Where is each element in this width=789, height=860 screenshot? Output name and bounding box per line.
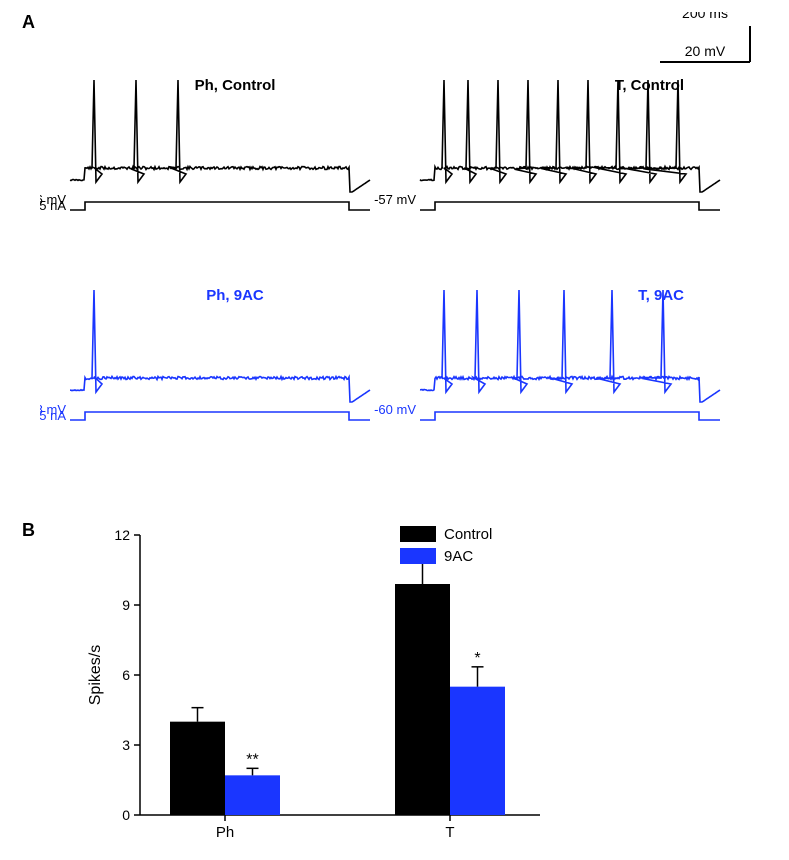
ytick-label: 9 <box>122 597 130 613</box>
scale-bar: 200 ms 20 mV <box>590 12 770 72</box>
legend: Control 9AC <box>400 520 560 570</box>
bar <box>395 584 450 815</box>
ytick-label: 6 <box>122 667 130 683</box>
ytick-label: 12 <box>114 527 130 543</box>
scale-bar-svg: 200 ms 20 mV <box>590 12 770 72</box>
baseline-label: -57 mV <box>374 192 416 207</box>
panel-a-svg: Ph, Control-56 mV0.5 nA T, Control -57 mV P… <box>40 70 760 500</box>
figure-root: A 200 ms20 mV Ph, Control-56 mV0.5 nAT, … <box>0 0 789 860</box>
voltage-trace <box>420 290 720 402</box>
bar <box>225 775 280 815</box>
legend-svg: Control 9AC <box>400 520 560 570</box>
significance-marker: ** <box>246 751 258 768</box>
svg-text:200 ms: 200 ms <box>682 12 728 21</box>
trace-t_9ac: T, 9AC -60 mV <box>374 287 720 420</box>
stim-label: 0.5 nA <box>40 408 66 423</box>
category-label: Ph <box>216 824 234 841</box>
stim-trace <box>70 202 370 210</box>
svg-text:20 mV: 20 mV <box>685 43 726 59</box>
ytick-label: 0 <box>122 807 130 823</box>
ytick-label: 3 <box>122 737 130 753</box>
stim-trace <box>70 412 370 420</box>
trace-title: Ph, 9AC <box>206 287 264 304</box>
legend-label: 9AC <box>444 548 473 565</box>
panel-b-label: B <box>22 520 35 541</box>
panel-a-label: A <box>22 12 35 33</box>
voltage-trace <box>70 80 370 192</box>
trace-ph_control: Ph, Control-56 mV0.5 nA <box>40 77 370 213</box>
trace-t_control: T, Control -57 mV <box>374 77 720 210</box>
stim-trace <box>420 202 720 210</box>
legend-swatch <box>400 526 436 542</box>
voltage-trace <box>70 290 370 402</box>
baseline-label: -60 mV <box>374 402 416 417</box>
category-label: T <box>445 824 454 841</box>
trace-ph_9ac: Ph, 9AC-58 mV0.5 nA <box>40 287 370 423</box>
panel-a-traces: Ph, Control-56 mV0.5 nA T, Control -57 mV P… <box>40 70 760 500</box>
bar <box>450 687 505 815</box>
trace-title: T, 9AC <box>638 287 684 304</box>
y-axis-label: Spikes/s <box>87 645 104 705</box>
bar <box>170 722 225 815</box>
stim-label: 0.5 nA <box>40 198 66 213</box>
trace-title: T, Control <box>615 77 684 94</box>
significance-marker: * <box>474 650 480 667</box>
stim-trace <box>420 412 720 420</box>
trace-title: Ph, Control <box>195 77 276 94</box>
voltage-trace <box>420 80 720 192</box>
legend-swatch <box>400 548 436 564</box>
legend-label: Control <box>444 526 492 543</box>
